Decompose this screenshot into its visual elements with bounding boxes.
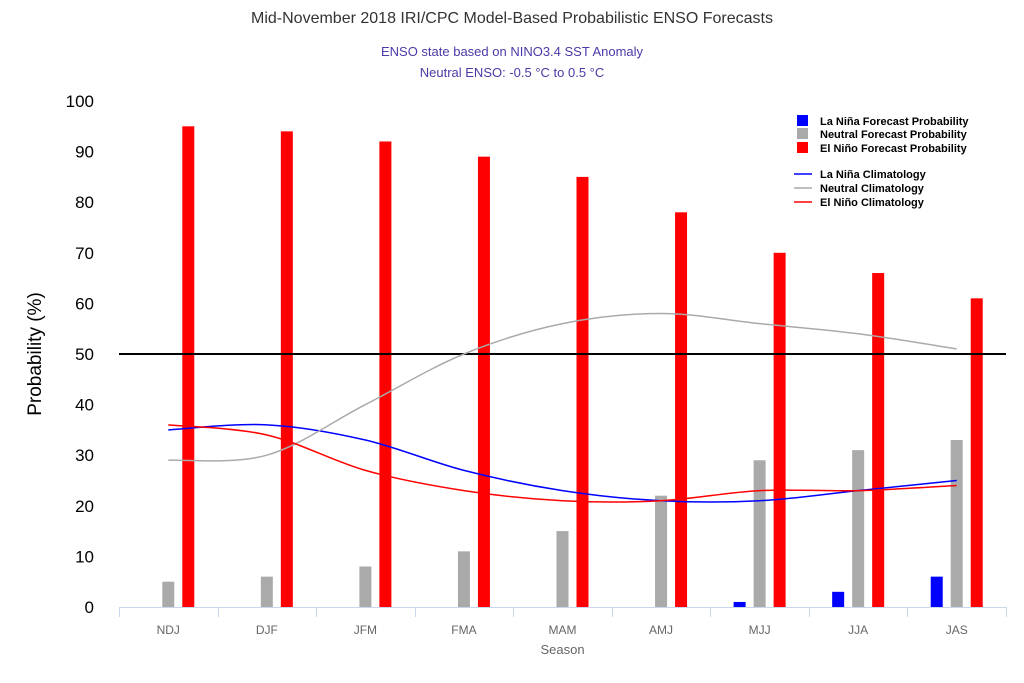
bar-neutral-forecast-probability-djf [260,576,273,607]
bar-neutral-forecast-probability-fma [457,551,470,607]
y-tick-label-100: 100 [66,92,94,111]
bar-neutral-forecast-probability-amj [655,495,668,607]
bar-neutral-forecast-probability-jas [950,440,963,607]
bar-el-nino-forecast-probability-jfm [379,141,392,608]
legend-swatch-1 [797,128,808,139]
y-tick-label-90: 90 [75,143,94,162]
x-tick-label-jfm: JFM [354,623,377,637]
x-tick-label-mam: MAM [549,623,577,637]
x-tick-label-jas: JAS [946,623,968,637]
bar-neutral-forecast-probability-jja [852,450,865,607]
bar-la-nina-forecast-probability-jja [832,591,845,607]
x-axis-title: Season [540,642,584,657]
chart-subtitle: ENSO state based on NINO3.4 SST Anomaly … [0,41,1024,83]
bar-el-nino-forecast-probability-jas [970,298,983,607]
legend-swatch-0 [797,115,808,126]
legend-swatch-2 [797,142,808,153]
y-tick-label-50: 50 [75,345,94,364]
bar-el-nino-forecast-probability-mjj [773,252,786,608]
legend-label-1: Neutral Forecast Probability [820,129,968,141]
y-axis-title: Probability (%) [25,292,46,416]
bar-neutral-forecast-probability-mam [556,531,569,607]
x-tick-label-jja: JJA [848,623,868,637]
y-tick-label-40: 40 [75,396,94,415]
y-tick-label-60: 60 [75,294,94,313]
bar-el-nino-forecast-probability-djf [280,131,293,608]
line-la-nina-climatology [168,423,957,503]
bar-neutral-forecast-probability-jfm [359,566,372,607]
subtitle-line-1: ENSO state based on NINO3.4 SST Anomaly [380,44,644,59]
y-tick-label-80: 80 [75,193,94,212]
legend-label-2: El Niño Forecast Probability [820,143,968,155]
bar-neutral-forecast-probability-mjj [753,460,766,607]
bar-la-nina-forecast-probability-mjj [733,601,746,607]
legend-line-label-1: Neutral Climatology [820,183,925,195]
y-tick-label-30: 30 [75,446,94,465]
chart-title: Mid-November 2018 IRI/CPC Model-Based Pr… [251,10,773,27]
y-tick-label-20: 20 [75,497,94,516]
x-tick-label-djf: DJF [256,623,278,637]
x-tick-label-mjj: MJJ [749,623,771,637]
x-tick-label-ndj: NDJ [157,623,180,637]
line-el-nino-climatology [168,424,957,503]
y-tick-label-0: 0 [85,598,94,617]
y-tick-label-70: 70 [75,244,94,263]
bar-el-nino-forecast-probability-fma [477,156,490,607]
legend-line-label-2: El Niño Climatology [820,197,925,209]
bar-el-nino-forecast-probability-ndj [182,126,195,608]
line-neutral-climatology [168,312,957,462]
bar-el-nino-forecast-probability-jja [872,273,885,607]
y-tick-label-10: 10 [75,547,94,566]
bar-el-nino-forecast-probability-mam [576,176,589,607]
legend-line-label-0: La Niña Climatology [820,169,927,181]
subtitle-line-2: Neutral ENSO: -0.5 °C to 0.5 °C [419,65,605,80]
bar-la-nina-forecast-probability-jas [930,576,943,607]
bar-el-nino-forecast-probability-amj [675,212,688,607]
x-tick-label-amj: AMJ [649,623,673,637]
bar-neutral-forecast-probability-ndj [162,581,175,607]
legend-label-0: La Niña Forecast Probability [820,116,969,128]
x-tick-label-fma: FMA [451,623,476,637]
